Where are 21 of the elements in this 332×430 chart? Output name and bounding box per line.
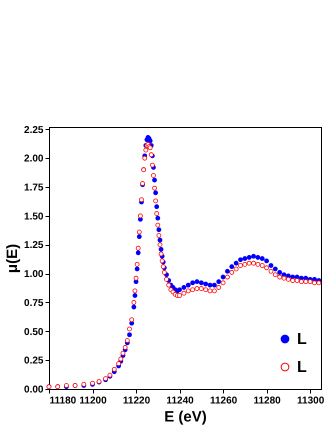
y-tick-label: 1.25 (24, 240, 44, 252)
y-tick-label: 1.75 (24, 182, 44, 194)
legend-label: L (297, 331, 307, 348)
x-tick-label: 11240 (166, 396, 194, 406)
y-tick-label: 0.00 (24, 384, 44, 396)
y-tick-label: 2.25 (24, 124, 44, 136)
legend-label: L (297, 359, 307, 376)
y-tick-label: 1.00 (24, 269, 44, 280)
x-tick-label: 11220 (122, 396, 151, 406)
y-axis-title: μ(E) (4, 244, 22, 274)
x-axis-title: E (eV) (164, 408, 207, 426)
x-tick-label: 11280 (253, 396, 282, 406)
y-tick-label: 1.50 (24, 211, 44, 222)
x-tick-label: 11180 (50, 396, 77, 406)
y-tick-label: 0.50 (24, 326, 44, 338)
x-tick-label: 11200 (79, 396, 108, 406)
y-tick-label: 0.25 (24, 356, 44, 367)
y-tick-label: 0.75 (24, 298, 44, 309)
y-tick-label: 2.00 (24, 154, 44, 165)
x-tick-label: 11300 (296, 396, 325, 406)
x-tick-label: 11260 (210, 396, 238, 406)
